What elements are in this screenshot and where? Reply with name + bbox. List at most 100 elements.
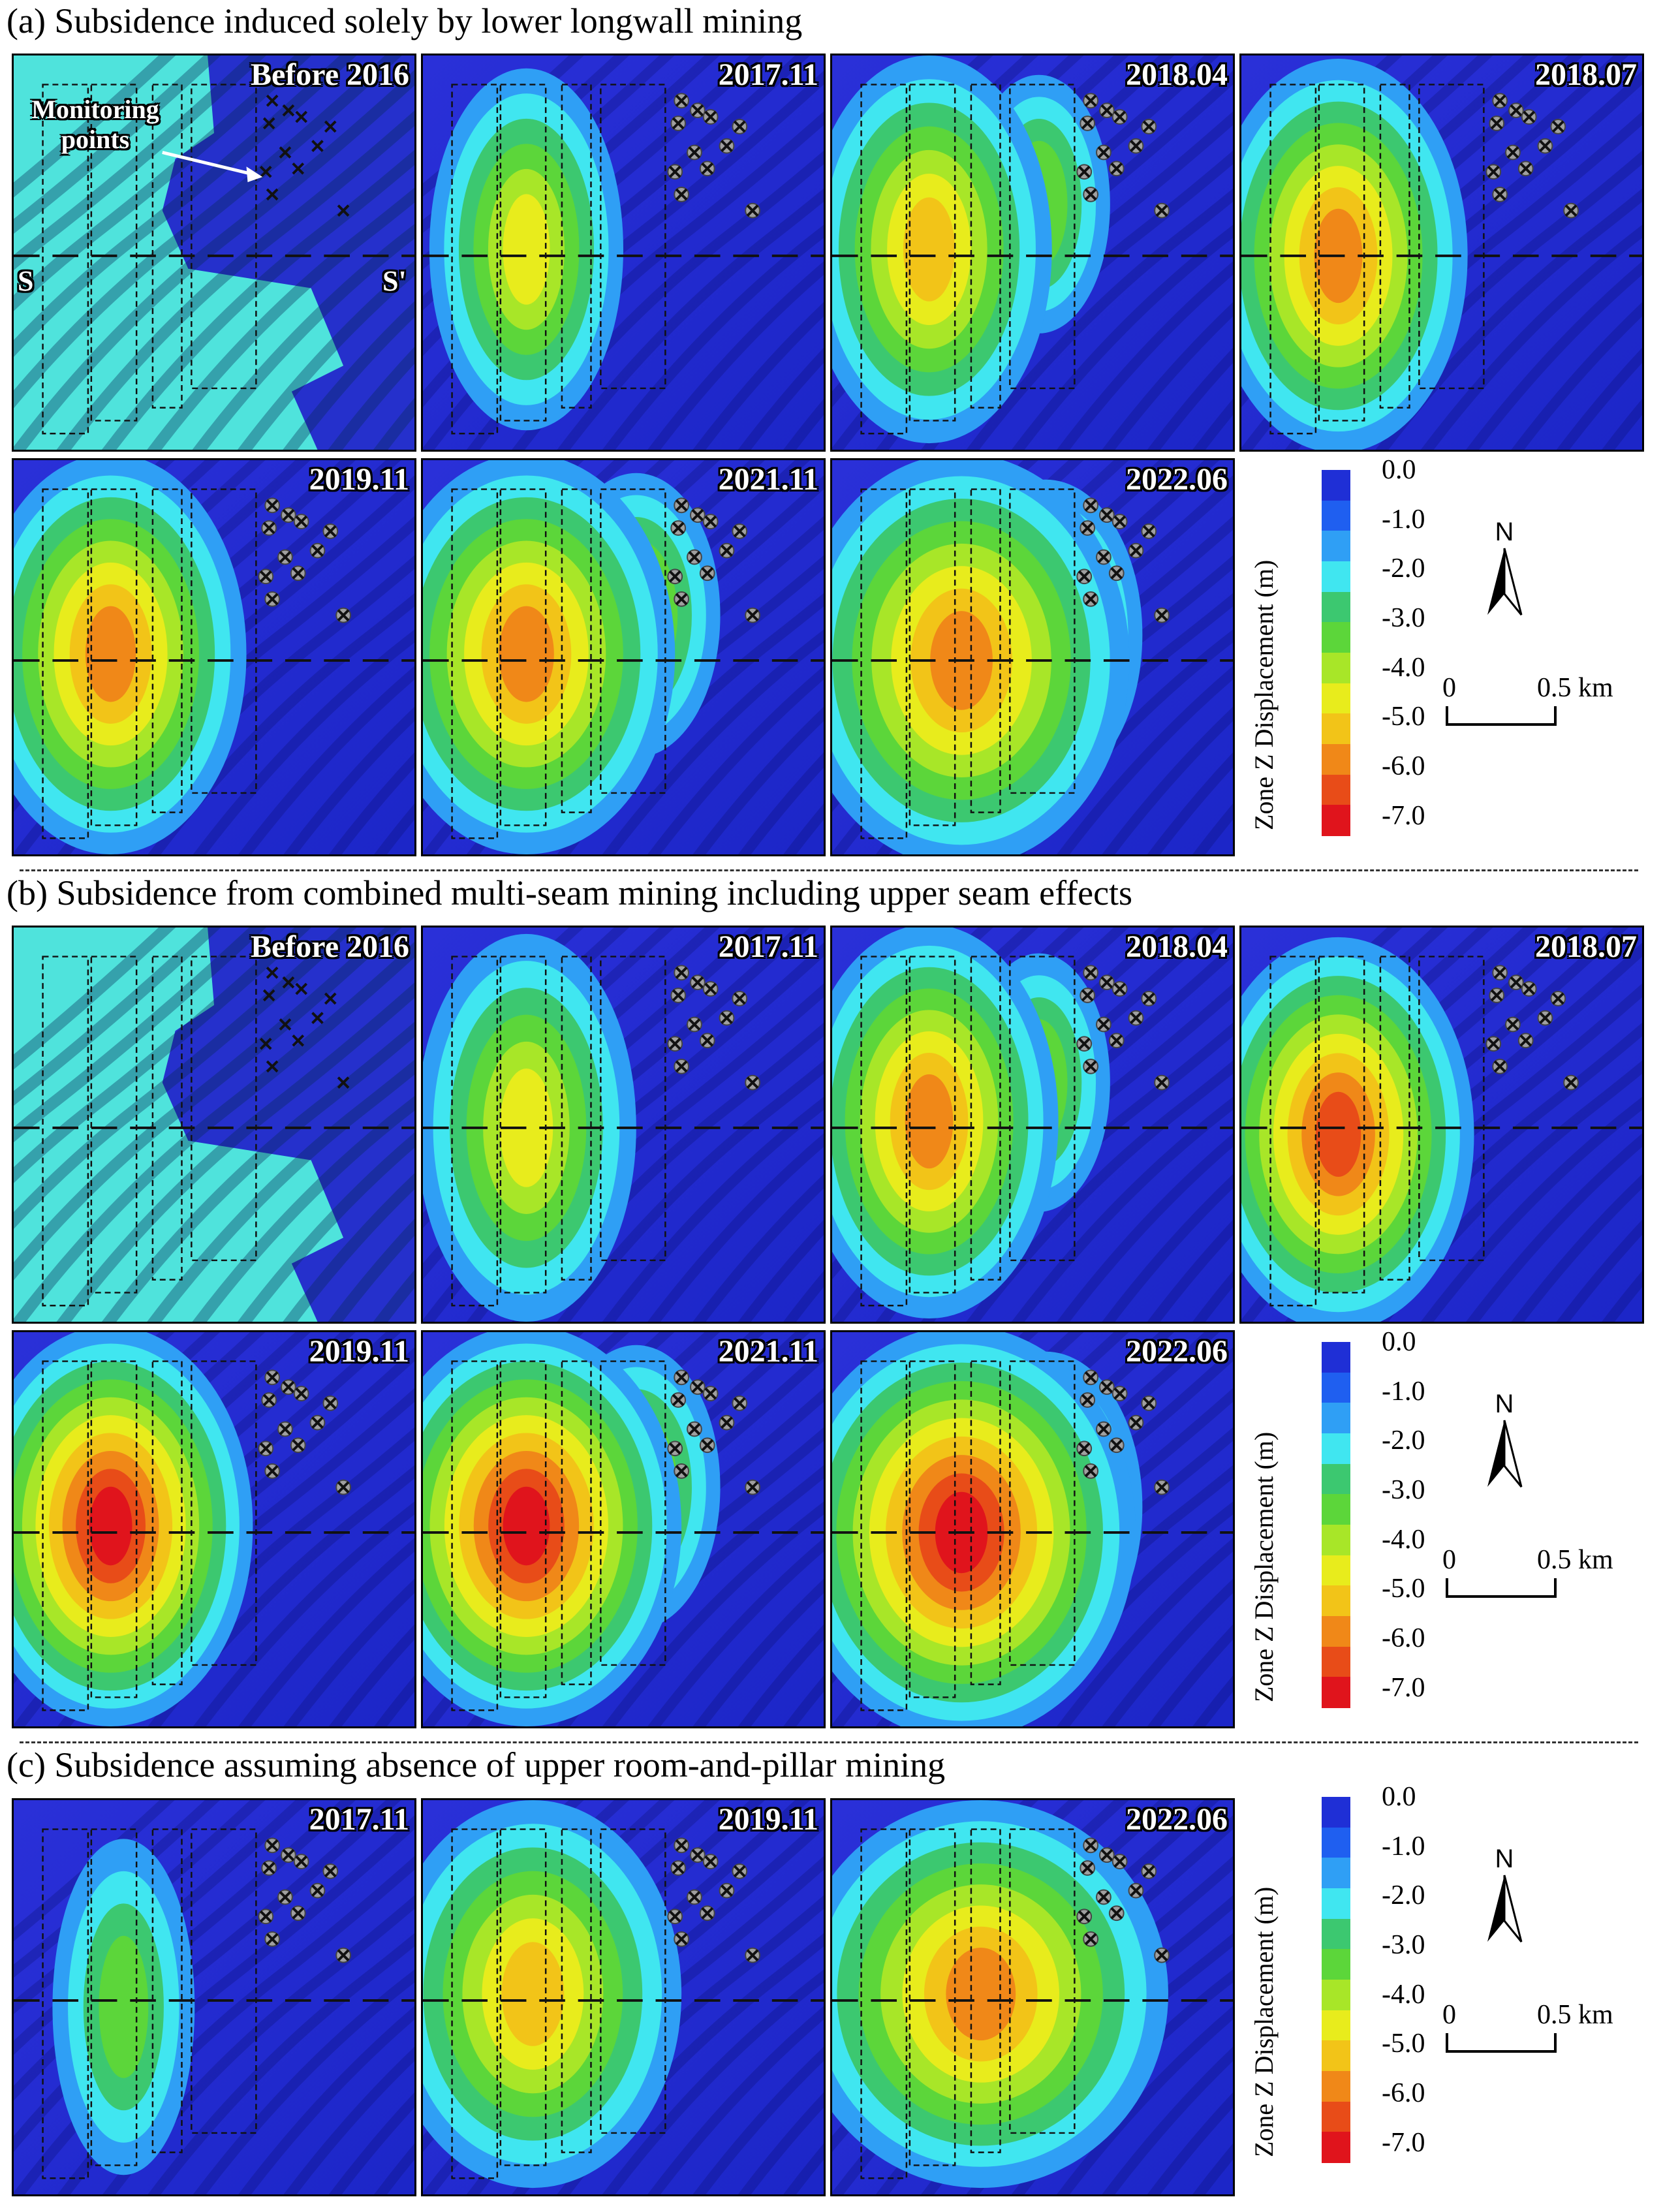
section-b-title: (b) Subsidence from combined multi-seam … xyxy=(7,873,1133,912)
mining-panel-outline xyxy=(42,1828,89,2179)
monitoring-point-marker xyxy=(1083,591,1099,607)
monitoring-point-marker xyxy=(1083,1837,1099,1854)
mining-panel-outline xyxy=(499,1828,547,2166)
legend-swatch xyxy=(1322,470,1350,501)
panel-date-label: 2022.06 xyxy=(1126,1334,1228,1369)
legend-swatch xyxy=(1322,591,1350,623)
monitoring-points xyxy=(258,497,351,623)
legend-swatch xyxy=(1322,1555,1350,1587)
legend-tick-label: -6.0 xyxy=(1382,1623,1425,1654)
panel-date-label: 2021.11 xyxy=(718,1334,818,1369)
scale-bar-end-label: 0.5 km xyxy=(1537,2000,1613,2030)
mining-panel-outline xyxy=(600,488,666,794)
monitoring-point-marker xyxy=(1111,1386,1128,1401)
legend-swatch xyxy=(1322,805,1350,836)
mining-panel-outline xyxy=(1009,1360,1076,1666)
monitoring-point-marker xyxy=(674,1369,690,1386)
monitoring-point-marker xyxy=(687,1016,702,1033)
mining-panel-outline xyxy=(90,956,138,1294)
monitoring-point-marker xyxy=(670,1392,687,1408)
monitoring-point-marker xyxy=(1492,93,1508,109)
monitoring-point-marker xyxy=(1096,1421,1111,1437)
monitoring-point-marker xyxy=(264,591,281,607)
panel-date-label: 2022.06 xyxy=(1126,1802,1228,1837)
monitoring-point-marker xyxy=(322,523,339,539)
monitoring-point-marker xyxy=(277,1421,293,1437)
mining-panel-outline xyxy=(90,84,138,422)
monitoring-point-marker xyxy=(335,607,351,623)
legend-swatch xyxy=(1322,1888,1350,1920)
monitoring-point-marker xyxy=(674,93,690,109)
monitoring-point-marker xyxy=(745,1479,760,1495)
panel-date-label: 2017.11 xyxy=(309,1802,409,1837)
monitoring-point-marker xyxy=(674,1837,690,1854)
monitoring-point-marker xyxy=(1485,164,1502,180)
section-a-title: (a) Subsidence induced solely by lower l… xyxy=(7,1,803,40)
monitoring-point-marker xyxy=(732,991,748,1006)
legend-swatch xyxy=(1322,1616,1350,1647)
mining-panel-outline xyxy=(1418,84,1485,390)
monitoring-point-marker xyxy=(1141,523,1157,539)
monitoring-point-marker xyxy=(295,110,308,123)
monitoring-points xyxy=(667,1837,760,1963)
monitoring-point-marker xyxy=(1108,1905,1125,1922)
mining-panel-outline xyxy=(191,956,257,1262)
monitoring-point-marker xyxy=(292,162,305,175)
monitoring-points xyxy=(1485,965,1579,1091)
monitoring-point-marker xyxy=(1537,138,1553,154)
monitoring-point-marker xyxy=(687,1421,702,1437)
legend-tick-label: -4.0 xyxy=(1382,1524,1425,1555)
legend-tick-label: 0.0 xyxy=(1382,455,1416,485)
monitoring-point-marker xyxy=(337,204,350,217)
monitoring-point-marker xyxy=(674,591,690,607)
monitoring-point-marker xyxy=(1128,1414,1144,1431)
monitoring-point-marker xyxy=(266,188,279,201)
mining-panel-outline xyxy=(909,488,956,826)
monitoring-point-marker xyxy=(293,1386,309,1401)
mining-panel-outlines xyxy=(42,84,257,435)
subsidence-map xyxy=(832,1332,1233,1726)
monitoring-point-marker xyxy=(674,1931,690,1947)
monitoring-point-marker xyxy=(309,542,326,559)
legend-swatch xyxy=(1322,1858,1350,1889)
scale-bar xyxy=(1446,2033,1557,2053)
monitoring-point-marker xyxy=(1108,1033,1125,1049)
subsidence-map xyxy=(832,460,1233,854)
monitoring-point-marker xyxy=(1080,1392,1096,1408)
legend-swatch xyxy=(1322,1827,1350,1859)
legend-swatch xyxy=(1322,1918,1350,1950)
monitoring-point-marker xyxy=(1508,974,1524,991)
monitoring-point-marker xyxy=(335,1947,351,1963)
contour-band xyxy=(503,1486,550,1566)
panel-date-label: 2021.11 xyxy=(718,462,818,497)
monitoring-point-marker xyxy=(667,164,683,180)
monitoring-point-marker xyxy=(1076,164,1093,180)
monitoring-point-marker xyxy=(258,1908,274,1925)
mining-panel-outline xyxy=(191,1828,257,2134)
monitoring-point-marker xyxy=(1108,565,1125,582)
monitoring-points xyxy=(1076,965,1170,1091)
legend-swatch xyxy=(1322,2101,1350,2133)
monitoring-point-marker xyxy=(690,507,706,523)
monitoring-point-marker xyxy=(1550,991,1566,1006)
mining-panel-outline xyxy=(909,956,956,1294)
monitoring-point-marker xyxy=(1141,119,1157,134)
monitoring-point-marker xyxy=(266,94,279,107)
monitoring-point-marker xyxy=(292,1034,305,1047)
monitoring-point-marker xyxy=(745,1947,760,1963)
monitoring-point-marker xyxy=(1083,1369,1099,1386)
legend-axis-title: Zone Z Displacement (m) xyxy=(1249,559,1279,830)
monitoring-point-marker xyxy=(258,1441,274,1457)
monitoring-point-marker xyxy=(1517,161,1534,177)
contour-band xyxy=(905,1074,954,1169)
monitoring-point-marker xyxy=(670,988,687,1003)
monitoring-point-marker xyxy=(674,1463,690,1479)
contour-band xyxy=(501,1942,565,2046)
monitoring-point-marker xyxy=(1108,1437,1125,1454)
monitoring-point-marker xyxy=(1080,116,1096,131)
subsidence-map xyxy=(423,55,824,450)
panel-a-2018-07: 2018.07 xyxy=(1239,54,1644,452)
monitoring-point-marker xyxy=(1154,1947,1170,1963)
monitoring-point-marker xyxy=(1096,144,1111,161)
legend-swatch xyxy=(1322,622,1350,653)
